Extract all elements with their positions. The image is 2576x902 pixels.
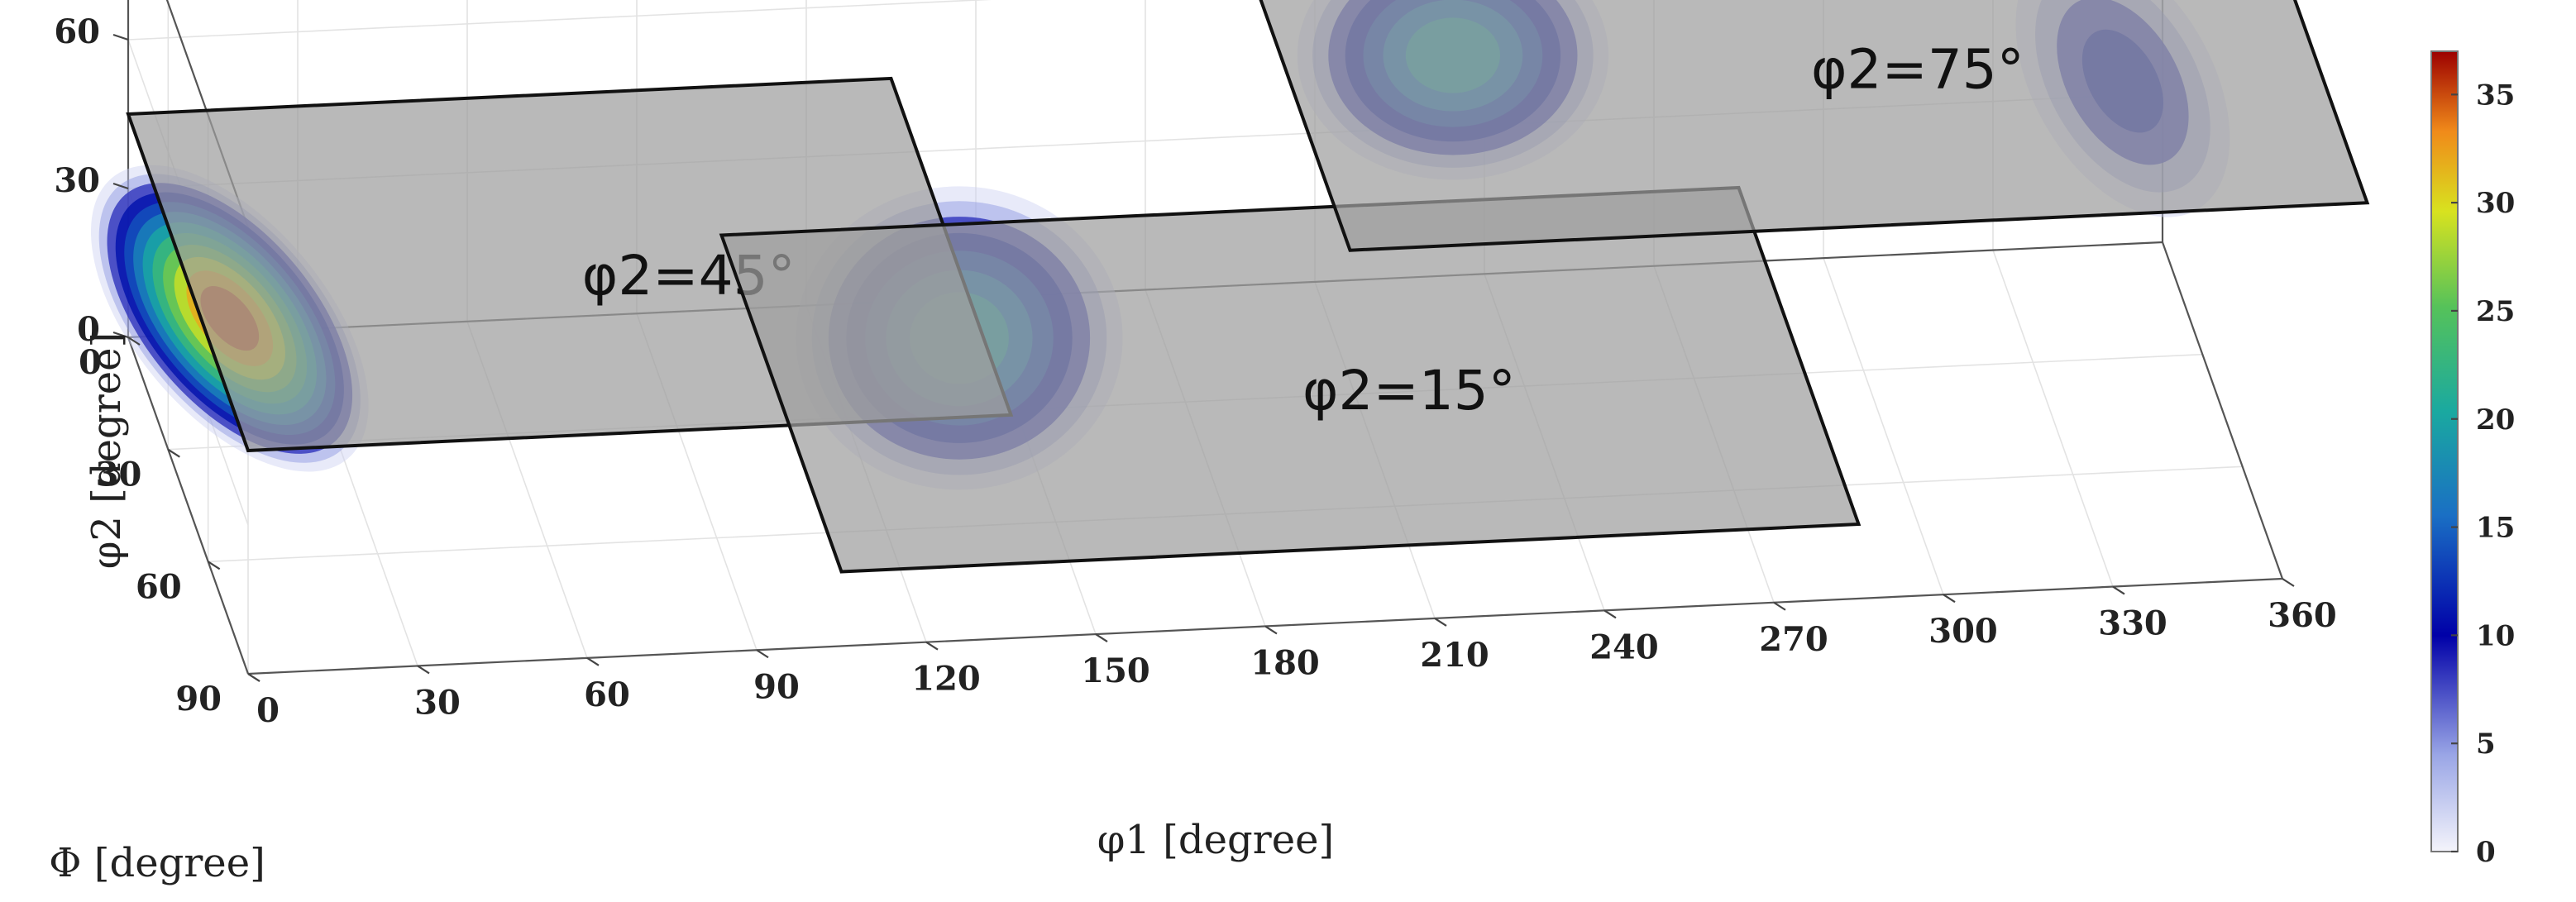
- x-tick-label-0: 0: [256, 691, 280, 730]
- z-tick-label-0: 0: [77, 310, 100, 349]
- colorbar: 0 5 10 15 20 25 30 35: [2430, 50, 2515, 869]
- y-tick-mark-0: [127, 336, 141, 346]
- y-tick-label-90: 90: [175, 680, 222, 718]
- colorbar-tick-label-30: 30: [2476, 187, 2515, 220]
- x-tick-mark-90: [756, 649, 769, 659]
- colorbar-tick-label-10: 10: [2476, 619, 2515, 652]
- x-tick-mark-120: [925, 641, 939, 651]
- colorbar-tick-label-15: 15: [2476, 512, 2515, 545]
- colorbar-tick-label-20: 20: [2476, 403, 2515, 437]
- x-tick-mark-330: [2112, 585, 2125, 595]
- x-tick-mark-270: [1773, 601, 1786, 611]
- x-tick-mark-180: [1264, 625, 1278, 635]
- z-axis-label: φ2 [degree]: [84, 332, 130, 569]
- x-tick-label-180: 180: [1250, 644, 1320, 683]
- slice-plane-1: [719, 185, 1862, 574]
- x-tick-mark-30: [417, 665, 430, 675]
- y-tick-label-0: 0: [79, 343, 102, 382]
- x-tick-mark-300: [1943, 594, 1956, 604]
- x-tick-mark-360: [2282, 578, 2295, 587]
- axis-box-edge-3: [2161, 241, 2284, 580]
- z-tick-label-30: 30: [54, 161, 100, 200]
- x-tick-label-300: 300: [1928, 612, 1998, 651]
- slice-label-1: φ2=15°: [1302, 359, 1516, 422]
- slice-label-2: φ2=75°: [1811, 37, 2024, 101]
- z-tick-mark-60: [112, 33, 129, 41]
- y-tick-mark-60: [208, 561, 221, 570]
- axis-box-edge-1: [127, 336, 250, 675]
- z-tick-mark-0: [112, 331, 129, 339]
- colorbar-tick-label-0: 0: [2476, 836, 2496, 869]
- x-tick-mark-210: [1434, 617, 1447, 627]
- colorbar-tick-label-25: 25: [2476, 295, 2515, 328]
- colorbar-tick-label-5: 5: [2476, 728, 2496, 761]
- x-tick-label-120: 120: [911, 660, 981, 699]
- y-tick-label-60: 60: [136, 567, 182, 606]
- x-tick-label-150: 150: [1081, 651, 1150, 690]
- x-tick-mark-60: [586, 656, 600, 666]
- colorbar-bar: [2430, 50, 2459, 852]
- x-tick-label-30: 30: [414, 683, 461, 722]
- x-tick-label-90: 90: [753, 667, 800, 706]
- grid-line-floor-x-300: [1823, 257, 1944, 595]
- slice-plane-2: [1259, 0, 2370, 252]
- x-axis-label: φ1 [degree]: [1097, 817, 1334, 863]
- axis-ticks: 0 30 60 90 120 150 180 210 240 270 300 330 360030609…: [54, 12, 2337, 730]
- z-tick-mark-30: [112, 182, 129, 190]
- y-tick-mark-90: [247, 673, 260, 682]
- slice-planes: φ2=45°φ2=15°φ2=75°: [126, 0, 2370, 574]
- x-tick-label-60: 60: [584, 675, 630, 714]
- y-tick-mark-30: [167, 448, 180, 458]
- y-tick-label-30: 30: [96, 456, 142, 494]
- x-tick-label-360: 360: [2268, 596, 2337, 635]
- z-tick-label-60: 60: [54, 12, 100, 51]
- x-tick-label-270: 270: [1759, 620, 1828, 659]
- axis-labels: φ1 [degree] Φ [degree] φ2 [degree]: [49, 332, 1334, 886]
- x-tick-label-240: 240: [1589, 628, 1659, 666]
- x-tick-label-210: 210: [1420, 636, 1489, 675]
- x-tick-mark-150: [1095, 633, 1108, 643]
- y-axis-label: Φ [degree]: [49, 840, 265, 886]
- x-tick-label-330: 330: [2098, 604, 2167, 643]
- x-tick-mark-240: [1603, 609, 1617, 619]
- grid-line-back-z-60: [127, 0, 992, 41]
- grid-line-floor-x-330: [1992, 250, 2114, 587]
- colorbar-tick-label-35: 35: [2476, 79, 2515, 112]
